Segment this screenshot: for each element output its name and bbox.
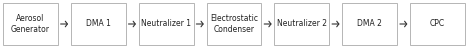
Text: Neutralizer 1: Neutralizer 1	[141, 19, 191, 29]
FancyBboxPatch shape	[71, 3, 126, 45]
FancyBboxPatch shape	[342, 3, 397, 45]
Text: DMA 2: DMA 2	[357, 19, 382, 29]
FancyBboxPatch shape	[3, 3, 58, 45]
FancyBboxPatch shape	[139, 3, 194, 45]
FancyBboxPatch shape	[274, 3, 329, 45]
Text: Neutralizer 2: Neutralizer 2	[277, 19, 327, 29]
FancyBboxPatch shape	[206, 3, 262, 45]
Text: Aerosol
Generator: Aerosol Generator	[11, 14, 50, 34]
FancyBboxPatch shape	[410, 3, 465, 45]
Text: Electrostatic
Condenser: Electrostatic Condenser	[210, 14, 258, 34]
Text: CPC: CPC	[430, 19, 445, 29]
Text: DMA 1: DMA 1	[86, 19, 111, 29]
